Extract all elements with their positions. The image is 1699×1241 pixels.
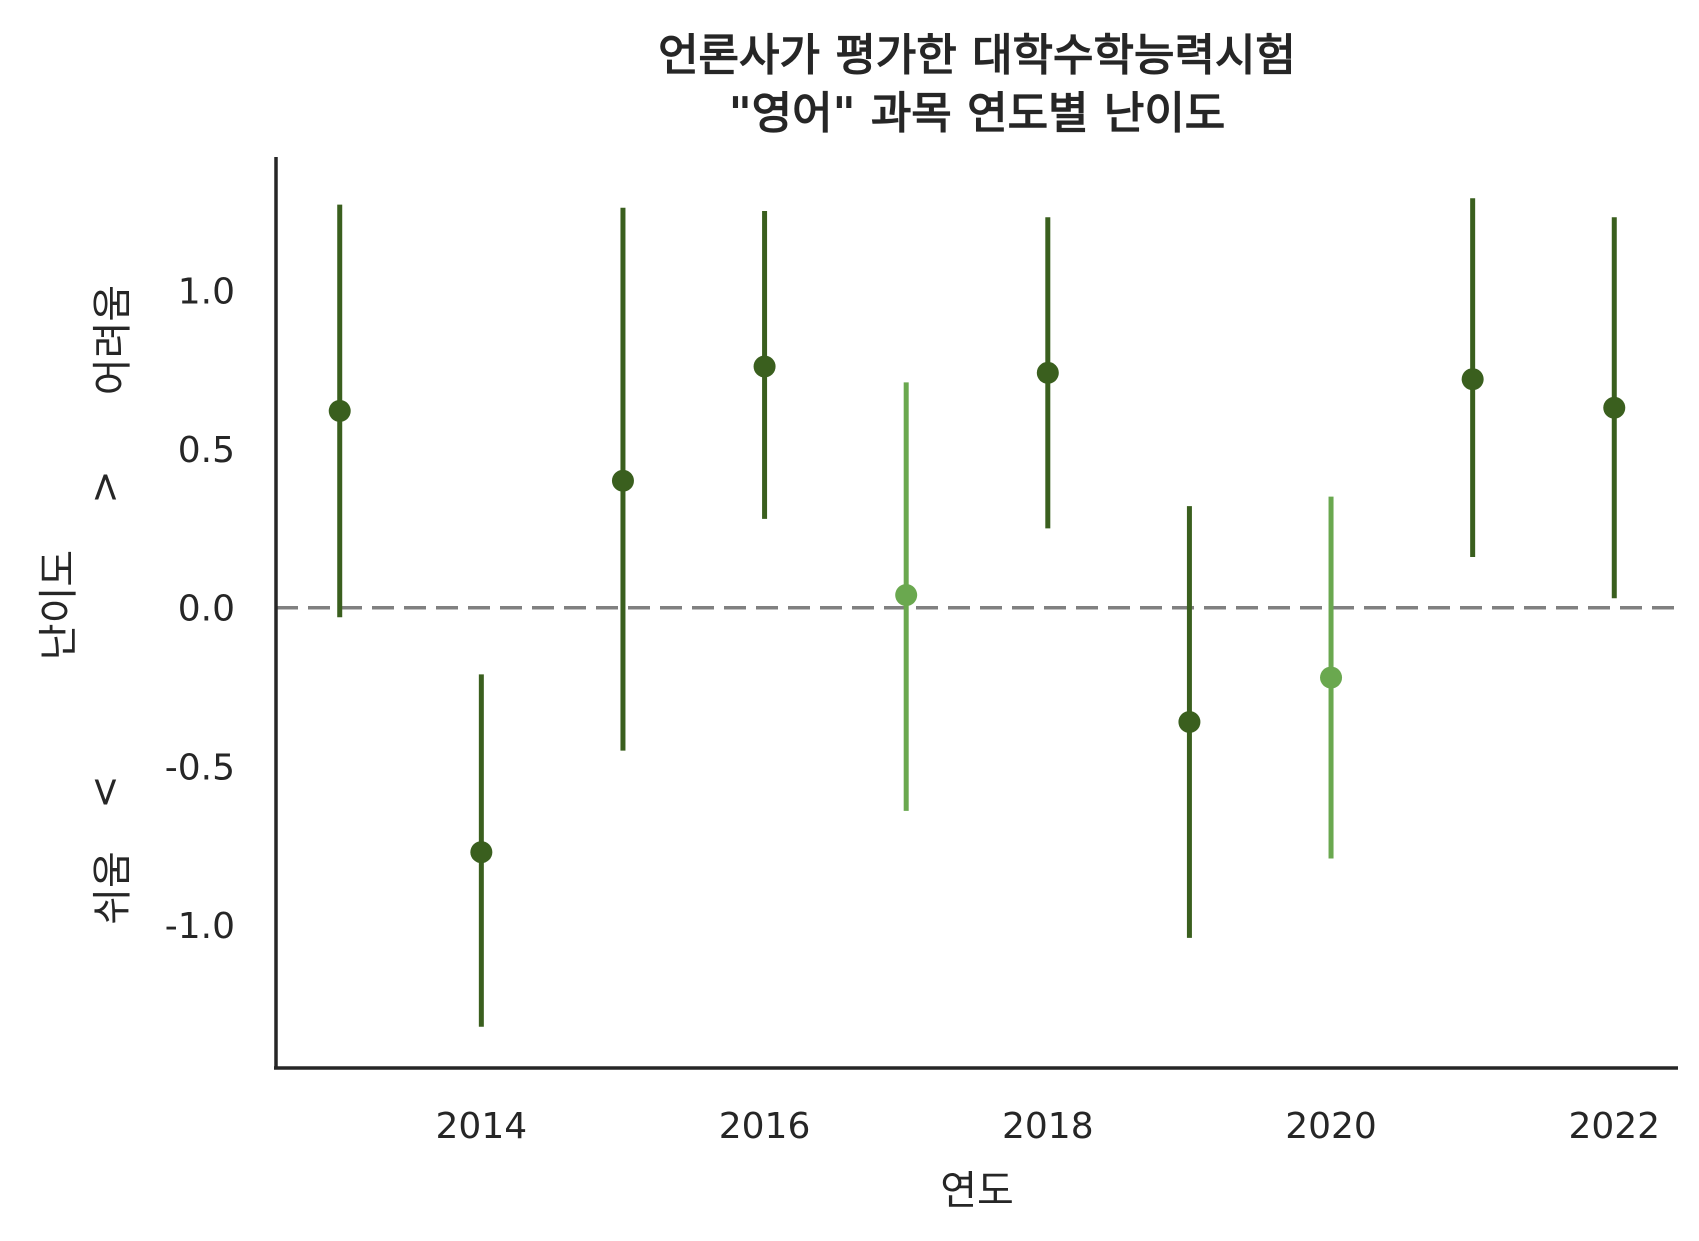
y-tick-label: 0.0 [178, 589, 235, 630]
plot-area [276, 198, 1678, 1027]
x-axis-label: 연도 [940, 1168, 1014, 1214]
point-2019 [1178, 711, 1201, 734]
y-tick-labels: 1.0 0.5 0.0 -0.5 -1.0 [165, 271, 235, 947]
y-tick-label: -0.5 [165, 747, 235, 788]
y-label-difficulty: 난이도 [36, 550, 82, 660]
x-tick-labels: 2014 2016 2018 2020 2022 [436, 1106, 1661, 1147]
point-2015 [611, 469, 634, 492]
x-tick-label: 2018 [1002, 1106, 1094, 1147]
point-2022 [1603, 396, 1626, 419]
y-tick-label: 0.5 [178, 430, 235, 471]
chart-title-line-2: "영어" 과목 연도별 난이도 [729, 88, 1226, 139]
y-label-hard: 어려움 [90, 285, 136, 395]
point-2013 [328, 399, 351, 422]
x-tick-label: 2020 [1285, 1106, 1377, 1147]
point-2017 [895, 584, 918, 607]
point-2014 [470, 841, 493, 864]
point-2016 [753, 355, 776, 378]
y-label-easy: 쉬움 [90, 851, 136, 925]
x-tick-label: 2022 [1568, 1106, 1660, 1147]
x-tick-label: 2014 [436, 1106, 528, 1147]
point-2021 [1461, 368, 1484, 391]
y-axis-label: 어려움 > 난이도 < 쉬움 [36, 285, 136, 925]
y-tick-label: 1.0 [178, 271, 235, 312]
x-tick-label: 2016 [719, 1106, 811, 1147]
y-label-greater-than: > [82, 470, 128, 504]
y-label-less-than: < [82, 775, 128, 809]
y-tick-label: -1.0 [165, 906, 235, 947]
point-2018 [1036, 361, 1059, 384]
chart-title-line-1: 언론사가 평가한 대학수학능력시험 [658, 30, 1296, 81]
point-2020 [1320, 666, 1343, 689]
